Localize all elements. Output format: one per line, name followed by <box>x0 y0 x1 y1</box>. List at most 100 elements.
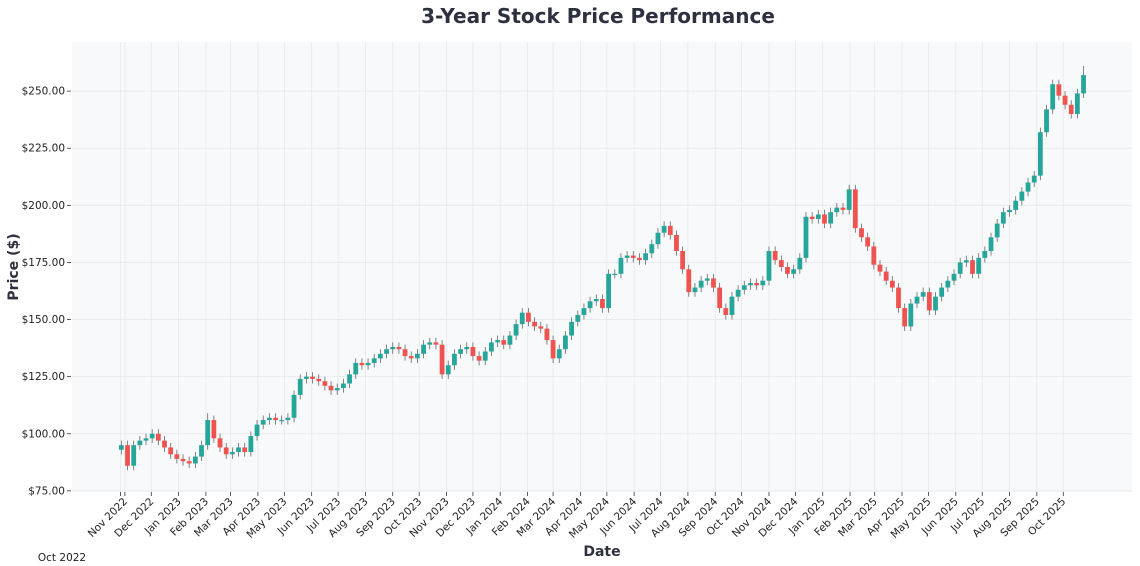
candle-body <box>624 255 630 258</box>
candle-body <box>408 356 414 359</box>
candle-body <box>1031 175 1037 183</box>
candle-down <box>1062 91 1068 110</box>
candle-body <box>655 232 661 245</box>
candle-up <box>390 342 396 354</box>
candle-body <box>532 321 537 327</box>
candle-body <box>125 445 130 466</box>
candle-up <box>248 431 254 457</box>
candle-body <box>415 353 420 359</box>
candle-up <box>939 282 945 302</box>
candle-body <box>920 292 926 297</box>
candle-down <box>926 287 932 315</box>
candle-body <box>452 353 457 366</box>
candle-up <box>1031 171 1037 188</box>
candle-down <box>754 278 760 290</box>
candle-body <box>347 374 352 384</box>
candle-body <box>513 324 519 336</box>
candle-body <box>458 349 463 354</box>
candle-body <box>421 344 426 354</box>
candle-down <box>223 442 229 459</box>
candle-up <box>143 433 149 446</box>
candle-up <box>575 310 581 327</box>
candle-up <box>908 298 914 331</box>
candle-body <box>1025 182 1031 192</box>
candle-body <box>914 296 920 304</box>
candle-down <box>711 273 716 293</box>
candle-body <box>957 262 963 274</box>
candle-body <box>902 308 908 327</box>
candle-down <box>217 433 223 453</box>
candle-body <box>612 273 618 276</box>
candle-body <box>988 237 994 252</box>
candle-body <box>310 376 315 379</box>
candle-body <box>951 273 957 281</box>
candle-body <box>680 251 686 270</box>
candle-down <box>822 209 827 229</box>
candle-up <box>513 319 519 341</box>
candle-up <box>353 358 359 379</box>
candle-body <box>248 436 254 453</box>
candle-body <box>390 346 396 350</box>
candle-down <box>785 262 790 279</box>
candle-up <box>994 219 1000 242</box>
candle-up <box>458 344 463 359</box>
candle-body <box>556 349 562 359</box>
candle-body <box>877 264 883 272</box>
candle-body <box>748 282 753 286</box>
candle-body <box>489 342 494 352</box>
candle-down <box>859 223 864 242</box>
candle-body <box>118 445 124 450</box>
candle-body <box>507 335 513 345</box>
candle-body <box>180 458 186 462</box>
candle-down <box>501 335 507 350</box>
candle-body <box>482 351 488 361</box>
y-tick-label: $75.00 <box>28 485 65 497</box>
candle-up <box>229 447 235 459</box>
candle-up <box>149 429 155 443</box>
candle-body <box>976 257 982 274</box>
candle-body <box>285 417 291 421</box>
candle-down <box>168 442 174 459</box>
candle-body <box>328 385 334 391</box>
candle-down <box>902 303 908 331</box>
candle-body <box>1044 109 1049 133</box>
candle-body <box>791 269 797 274</box>
candle-up <box>957 257 963 279</box>
candle-down <box>717 282 723 313</box>
candle-body <box>297 378 303 395</box>
candle-body <box>322 381 328 386</box>
candle-up <box>618 253 624 279</box>
candle-up <box>199 440 204 462</box>
candle-body <box>735 289 741 297</box>
candle-down <box>865 232 871 252</box>
candle-up <box>452 349 457 370</box>
candle-down <box>778 255 784 272</box>
candle-up <box>988 232 994 256</box>
candle-body <box>260 420 266 425</box>
candle-body <box>353 362 359 375</box>
candle-down <box>532 317 537 331</box>
candle-up <box>606 269 612 313</box>
candle-down <box>896 282 901 313</box>
candle-down <box>316 374 322 386</box>
candle-up <box>655 228 661 249</box>
candle-body <box>674 235 679 252</box>
candle-body <box>186 461 192 464</box>
candle-body <box>365 362 371 366</box>
candle-down <box>637 253 642 265</box>
candle-body <box>538 326 544 329</box>
candle-body <box>741 285 747 290</box>
candle-body <box>384 349 389 354</box>
candle-down <box>470 342 476 361</box>
candle-down <box>359 358 365 370</box>
candle-up <box>624 251 630 263</box>
candle-body <box>439 344 445 375</box>
candle-body <box>692 287 698 293</box>
candle-body <box>581 308 587 315</box>
candle-body <box>686 269 692 293</box>
candle-up <box>254 420 260 441</box>
candle-body <box>291 394 297 418</box>
candle-up <box>260 415 266 430</box>
candle-body <box>205 420 211 446</box>
candle-body <box>1007 209 1012 213</box>
